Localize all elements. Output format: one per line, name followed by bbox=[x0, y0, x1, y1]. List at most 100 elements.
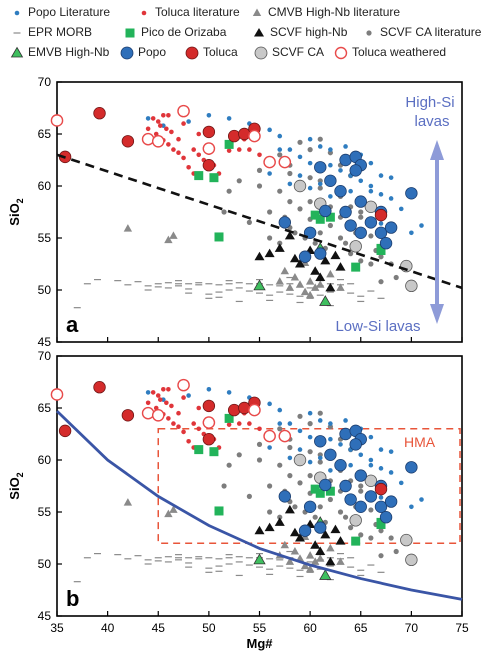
point-scvf_ca_lit bbox=[393, 548, 399, 555]
point-pico bbox=[325, 486, 335, 496]
point-popo bbox=[354, 195, 367, 208]
point-pico bbox=[194, 445, 204, 455]
plot-frame bbox=[56, 355, 463, 617]
point-popo bbox=[364, 216, 378, 229]
point-popo bbox=[354, 500, 367, 514]
point-popo_lit bbox=[287, 147, 293, 152]
point-toluca_lit bbox=[236, 421, 242, 426]
point-popo_lit bbox=[307, 160, 313, 166]
point-cmvb bbox=[305, 290, 315, 299]
point-scvf_ca_lit bbox=[256, 183, 263, 189]
series-epr bbox=[73, 276, 385, 309]
legend-item-popo: Popo bbox=[120, 45, 166, 60]
point-toluca_lit bbox=[157, 397, 163, 402]
point-popo bbox=[278, 490, 292, 503]
y-tick-label: 50 bbox=[38, 283, 52, 297]
legend-item-scvf_high_nb: SCVF high-Nb bbox=[252, 25, 347, 40]
point-popo_lit bbox=[328, 194, 333, 199]
point-cmvb bbox=[164, 509, 173, 518]
point-scvf_ca_lit bbox=[307, 473, 313, 479]
point-popo_lit bbox=[368, 183, 374, 189]
point-popo_lit bbox=[226, 390, 232, 395]
hma-label: HMA bbox=[404, 434, 436, 450]
point-scvf_ca bbox=[349, 240, 362, 253]
point-pico bbox=[224, 139, 234, 149]
point-scvf_ca_lit bbox=[297, 480, 303, 486]
point-scvf_ca_lit bbox=[287, 170, 293, 177]
point-popo_lit bbox=[307, 410, 313, 416]
point-toluca_lit bbox=[176, 410, 181, 416]
point-popo bbox=[374, 500, 388, 514]
point-toluca_weathered bbox=[151, 408, 165, 422]
point-toluca_lit bbox=[164, 400, 169, 406]
point-toluca_weathered bbox=[278, 429, 292, 443]
legend-item-toluca_lit: Toluca literature bbox=[137, 5, 240, 20]
point-scvf_ca bbox=[364, 474, 378, 488]
y-tick-label: 70 bbox=[38, 75, 52, 89]
point-toluca_weathered bbox=[202, 142, 216, 155]
point-scvf_high_nb bbox=[254, 251, 265, 261]
point-popo_lit bbox=[307, 434, 313, 440]
point-toluca_lit bbox=[181, 395, 186, 400]
point-scvf_high_nb bbox=[264, 248, 275, 258]
point-scvf_high_nb bbox=[295, 533, 305, 542]
point-toluca bbox=[227, 129, 241, 143]
point-toluca bbox=[93, 381, 106, 394]
point-popo_lit bbox=[145, 116, 151, 121]
point-popo bbox=[354, 469, 367, 482]
series-cmvb bbox=[123, 498, 345, 573]
point-scvf_ca_lit bbox=[378, 279, 384, 285]
point-popo bbox=[339, 205, 352, 219]
point-toluca_lit bbox=[155, 393, 161, 398]
x-tick-label: 45 bbox=[152, 621, 166, 635]
point-scvf_ca_lit bbox=[307, 199, 313, 205]
point-emvb bbox=[319, 295, 332, 306]
series-pico bbox=[194, 139, 386, 272]
legend-label: SCVF CA bbox=[272, 45, 325, 59]
point-popo_lit bbox=[409, 230, 414, 236]
point-toluca_lit bbox=[247, 421, 252, 426]
y-tick-label: 60 bbox=[38, 179, 52, 193]
point-pico bbox=[209, 173, 219, 183]
point-scvf_high_nb bbox=[335, 536, 346, 545]
point-scvf_high_nb bbox=[320, 529, 331, 539]
point-popo_lit bbox=[206, 386, 212, 392]
point-pico bbox=[376, 519, 386, 529]
point-scvf_ca bbox=[349, 514, 362, 527]
point-scvf_ca_lit bbox=[236, 452, 242, 458]
point-popo bbox=[319, 478, 332, 492]
point-scvf_ca_lit bbox=[267, 509, 273, 515]
point-scvf_ca_lit bbox=[368, 261, 374, 267]
point-popo_lit bbox=[409, 504, 414, 510]
point-toluca bbox=[93, 106, 106, 120]
point-scvf_ca_lit bbox=[327, 222, 333, 229]
point-popo_lit bbox=[338, 168, 343, 173]
point-cmvb bbox=[290, 273, 300, 281]
legend-item-popo_lit: Popo Literature bbox=[10, 5, 110, 20]
point-scvf_ca_lit bbox=[358, 214, 364, 220]
legend-item-pico: Pico de Orizaba bbox=[123, 25, 226, 40]
y-tick-label: 50 bbox=[38, 557, 52, 571]
point-popo_lit bbox=[398, 480, 404, 486]
point-popo_lit bbox=[307, 136, 313, 142]
point-popo_lit bbox=[343, 144, 348, 149]
point-toluca_lit bbox=[247, 147, 252, 152]
point-popo_lit bbox=[328, 436, 333, 442]
point-toluca_lit bbox=[171, 421, 176, 426]
series-scvf_ca bbox=[293, 453, 418, 567]
point-popo_lit bbox=[338, 442, 343, 447]
annotation-high-si: High-Si bbox=[405, 94, 454, 111]
point-cmvb bbox=[310, 557, 320, 565]
x-axis-label: Mg# bbox=[247, 636, 274, 651]
point-toluca_weathered bbox=[141, 132, 155, 146]
point-toluca_lit bbox=[176, 150, 181, 156]
point-cmvb bbox=[316, 280, 325, 288]
point-toluca_lit bbox=[186, 438, 191, 444]
point-popo bbox=[324, 448, 337, 462]
point-popo_lit bbox=[398, 206, 404, 212]
point-popo bbox=[319, 204, 332, 218]
point-popo bbox=[339, 479, 352, 493]
point-popo_lit bbox=[328, 162, 333, 168]
point-scvf_ca_lit bbox=[342, 240, 349, 246]
series-scvf_ca bbox=[293, 179, 418, 293]
